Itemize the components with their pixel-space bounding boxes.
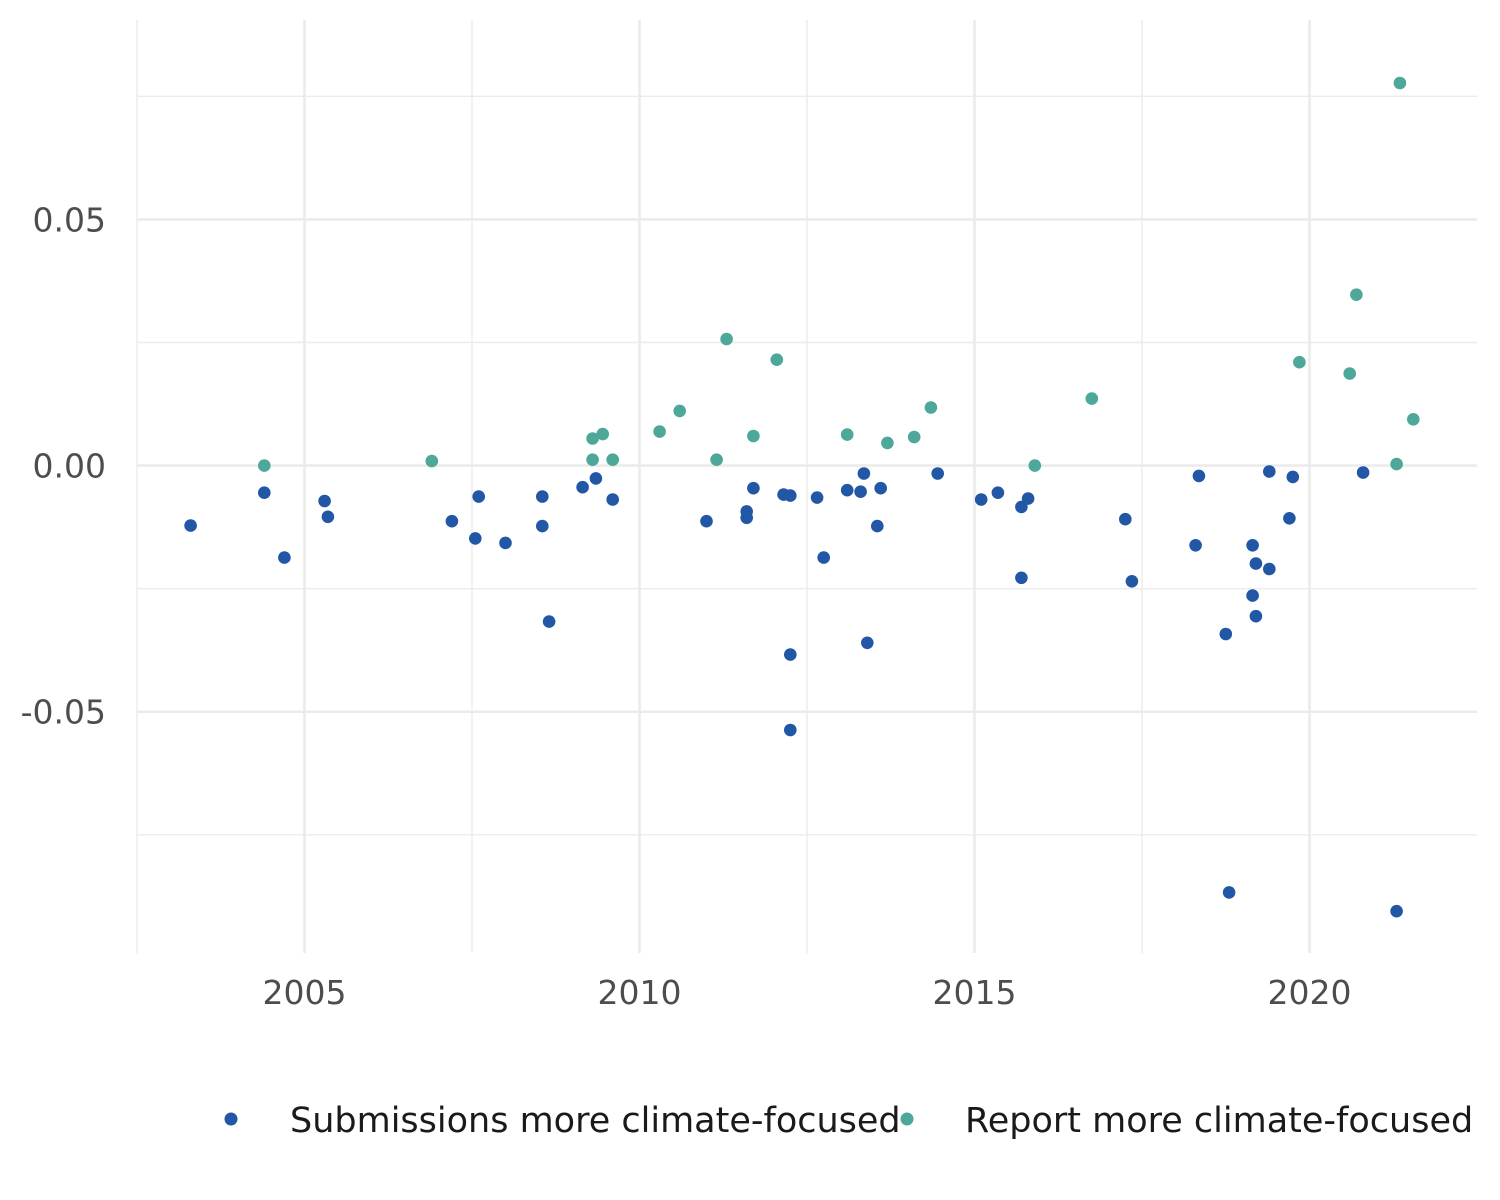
data-point xyxy=(1350,288,1363,302)
data-point xyxy=(700,514,713,528)
data-point xyxy=(854,485,867,499)
data-point xyxy=(1283,512,1296,525)
data-point xyxy=(586,432,599,445)
data-point xyxy=(469,532,482,545)
data-point xyxy=(931,467,944,480)
data-point xyxy=(1192,469,1206,483)
data-point xyxy=(536,519,549,533)
legend-label-report: Report more climate-focused xyxy=(965,1101,1473,1141)
data-point xyxy=(499,536,512,550)
data-point xyxy=(784,489,797,502)
data-point xyxy=(1263,465,1276,478)
data-point xyxy=(1390,457,1403,471)
data-point xyxy=(1021,492,1035,505)
data-point xyxy=(747,429,760,443)
legend-marker-submissions xyxy=(224,1112,238,1126)
data-point xyxy=(278,551,291,564)
y-axis-tick-labels: 0.05 0.00 -0.05 xyxy=(21,200,106,731)
data-point xyxy=(1343,367,1356,380)
data-point xyxy=(1222,886,1236,899)
x-tick-label: 2010 xyxy=(598,973,682,1012)
data-point xyxy=(881,436,894,450)
data-point xyxy=(1356,466,1370,479)
data-point xyxy=(991,486,1005,500)
data-point xyxy=(1286,470,1300,484)
data-point xyxy=(472,490,486,503)
data-point xyxy=(596,427,609,441)
data-point xyxy=(445,514,459,528)
legend-label-submissions: Submissions more climate-focused xyxy=(290,1101,901,1141)
data-point xyxy=(874,481,887,495)
data-point xyxy=(1119,512,1132,526)
data-point xyxy=(1015,571,1028,585)
data-point xyxy=(606,493,619,506)
data-point xyxy=(1125,575,1139,588)
data-point xyxy=(871,519,884,533)
data-point xyxy=(258,486,271,500)
legend-item-submissions: Submissions more climate-focused xyxy=(224,1101,901,1141)
data-point xyxy=(810,491,824,504)
legend-item-report: Report more climate-focused xyxy=(900,1101,1473,1141)
data-point xyxy=(1390,904,1403,918)
data-point xyxy=(907,430,921,444)
data-point xyxy=(784,723,797,737)
data-point xyxy=(1246,539,1259,552)
data-points xyxy=(184,76,1420,918)
data-point xyxy=(653,425,666,438)
data-point xyxy=(840,428,854,441)
y-tick-label: -0.05 xyxy=(21,693,106,732)
data-point xyxy=(974,493,988,506)
series-submissions xyxy=(184,465,1403,918)
data-point xyxy=(318,494,331,508)
data-point xyxy=(861,636,874,650)
data-point xyxy=(586,453,599,467)
data-point xyxy=(710,453,723,467)
data-point xyxy=(857,467,871,480)
x-tick-label: 2015 xyxy=(933,973,1017,1012)
data-point xyxy=(1028,459,1042,472)
data-point xyxy=(321,510,335,524)
data-point xyxy=(840,483,854,497)
data-point xyxy=(740,511,753,525)
data-point xyxy=(1189,539,1202,552)
data-point xyxy=(1249,557,1263,570)
data-point xyxy=(1393,76,1407,90)
grid xyxy=(136,20,1477,953)
data-point xyxy=(1407,413,1420,426)
data-point xyxy=(1263,562,1276,576)
data-point xyxy=(425,454,439,468)
data-point xyxy=(720,332,733,346)
data-point xyxy=(589,472,603,485)
y-tick-label: 0.05 xyxy=(33,200,106,239)
data-point xyxy=(1249,609,1263,623)
data-point xyxy=(1085,392,1099,405)
data-point xyxy=(817,551,830,564)
series-report xyxy=(258,76,1420,472)
data-point xyxy=(784,648,797,661)
data-point xyxy=(184,519,197,532)
data-point xyxy=(1293,355,1306,369)
data-point xyxy=(1219,627,1233,641)
data-point xyxy=(1246,589,1259,602)
data-point xyxy=(576,480,589,494)
x-tick-label: 2005 xyxy=(263,973,347,1012)
data-point xyxy=(673,404,686,418)
legend-marker-report xyxy=(900,1112,914,1126)
data-point xyxy=(924,401,938,414)
x-axis-tick-labels: 2005 2010 2015 2020 xyxy=(263,973,1352,1012)
data-point xyxy=(536,490,549,503)
data-point xyxy=(747,481,760,495)
legend: Submissions more climate-focused Report … xyxy=(224,1101,1473,1141)
data-point xyxy=(542,615,556,628)
y-tick-label: 0.00 xyxy=(33,447,106,486)
data-point xyxy=(606,453,619,467)
data-point xyxy=(258,459,271,472)
x-tick-label: 2020 xyxy=(1268,973,1352,1012)
data-point xyxy=(770,353,784,367)
